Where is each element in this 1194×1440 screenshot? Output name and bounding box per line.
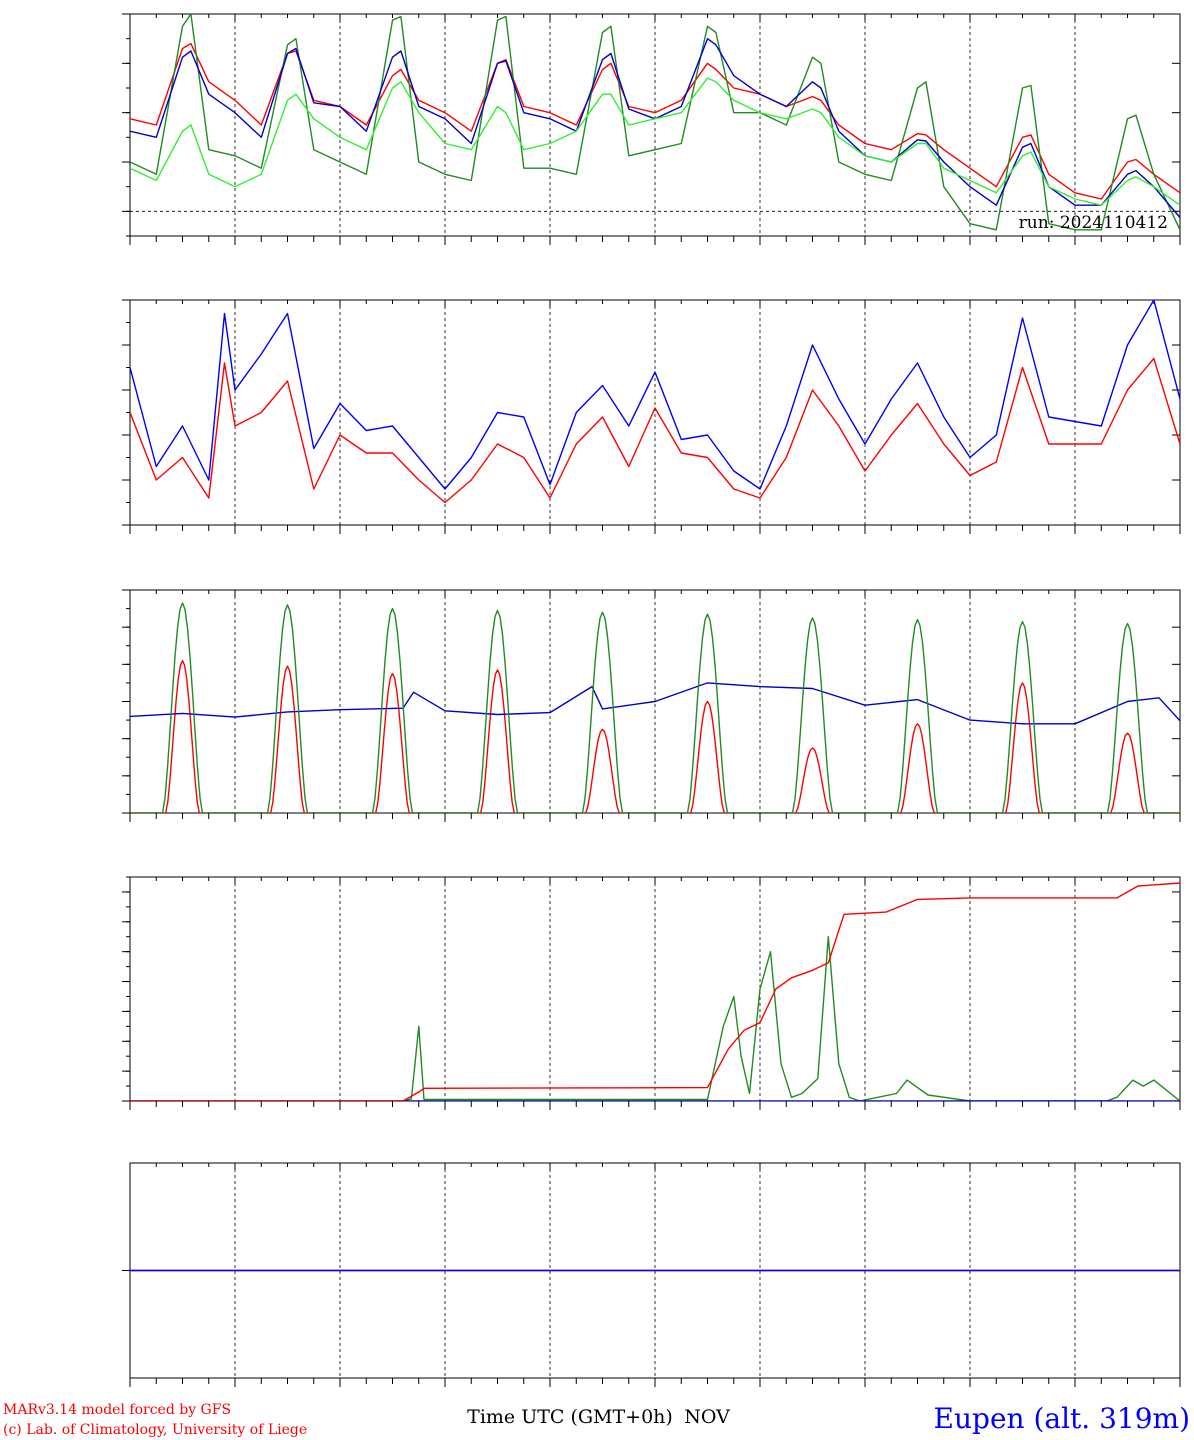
panel-wind — [122, 299, 1181, 534]
plot-frame — [129, 299, 1181, 526]
panel-temperature — [122, 13, 1181, 245]
panel-snow — [122, 1162, 1181, 1387]
x-axis-title: Time UTC (GMT+0h) — [467, 1406, 673, 1428]
series-group — [130, 602, 1180, 813]
series-group — [130, 882, 1180, 1101]
series-group — [130, 300, 1180, 504]
location-label: Eupen (alt. 319m) — [934, 1402, 1190, 1435]
x-axis-month: NOV — [684, 1406, 730, 1428]
panel-energy — [122, 589, 1181, 822]
plot-frame — [129, 876, 1181, 1102]
series-line-vigne-temp — [130, 14, 1180, 231]
series-line-wind-gust — [130, 300, 1180, 490]
series-line-temperature — [130, 42, 1180, 200]
panels — [122, 13, 1181, 1387]
series-line-top-of-atmosphere-solar- — [130, 602, 1180, 813]
series-line-total-cumulated-cm- — [130, 882, 1180, 1101]
series-line-dewpoint-temp — [130, 77, 1180, 206]
run-label: run: 2024110412 — [1019, 213, 1168, 233]
series-group — [130, 14, 1180, 231]
series-line-wind-speed — [130, 357, 1180, 504]
series-line-solar — [130, 659, 1180, 813]
credit-line-1: MARv3.14 model forced by GFS — [3, 1402, 231, 1418]
series-line-infrared — [130, 682, 1180, 725]
panel-precip — [122, 876, 1181, 1110]
credit-line-2: (c) Lab. of Climatology, University of L… — [3, 1422, 307, 1438]
